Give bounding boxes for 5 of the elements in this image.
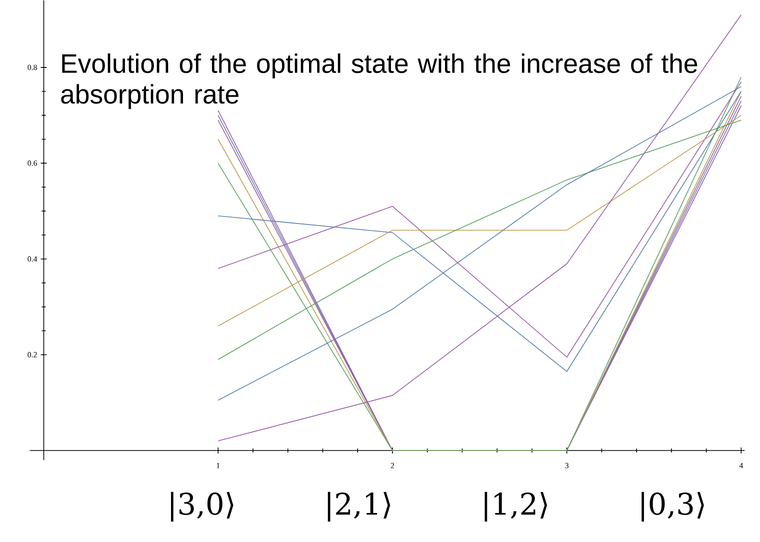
text: |3,0⟩	[171, 492, 234, 522]
text: |0,3⟩	[642, 492, 704, 522]
text: |1,2⟩	[484, 492, 548, 522]
text: |2,1⟩	[328, 492, 390, 522]
text: Evolution of the optimal state with the increase of the absorption rate	[61, 53, 698, 109]
